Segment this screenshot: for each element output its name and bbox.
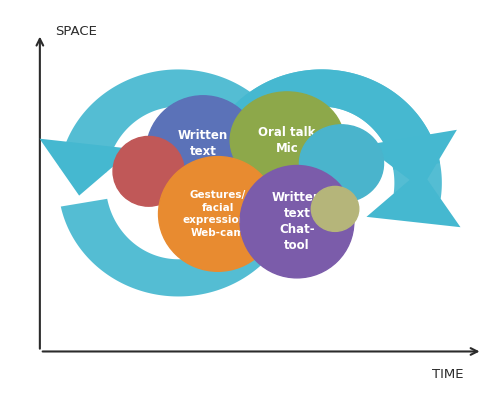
Text: Written
text
Chat-
tool: Written text Chat- tool — [272, 191, 322, 252]
Polygon shape — [202, 70, 442, 210]
Ellipse shape — [113, 136, 184, 206]
Ellipse shape — [230, 92, 344, 189]
Ellipse shape — [312, 186, 359, 231]
Polygon shape — [364, 130, 457, 189]
Ellipse shape — [158, 156, 277, 271]
Text: Oral talk
Mic: Oral talk Mic — [258, 126, 316, 155]
Polygon shape — [366, 170, 460, 227]
Ellipse shape — [240, 165, 354, 278]
Ellipse shape — [146, 96, 260, 208]
Polygon shape — [202, 70, 440, 210]
Text: SPACE: SPACE — [54, 25, 96, 39]
Text: TIME: TIME — [432, 368, 464, 381]
Polygon shape — [232, 171, 324, 231]
Ellipse shape — [300, 125, 384, 202]
Polygon shape — [40, 139, 134, 196]
Text: Written
text
WB: Written text WB — [178, 129, 228, 174]
Polygon shape — [60, 70, 298, 222]
Polygon shape — [61, 199, 296, 296]
Text: Gestures/
facial
expressions
Web-cam: Gestures/ facial expressions Web-cam — [182, 190, 253, 237]
